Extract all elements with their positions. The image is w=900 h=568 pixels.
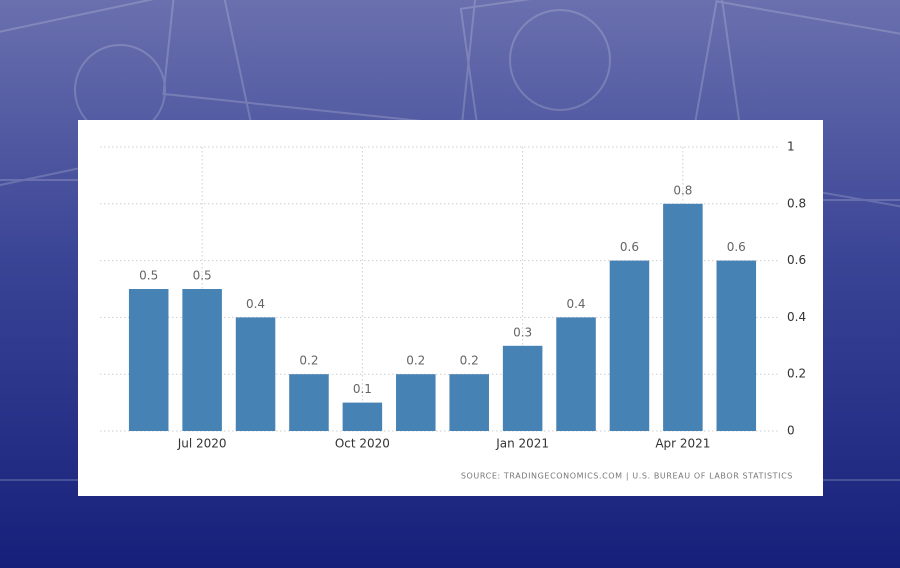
value-label: 0.5 <box>139 269 158 283</box>
value-label: 0.3 <box>513 325 532 339</box>
bar <box>128 289 169 431</box>
value-label: 0.1 <box>353 382 372 396</box>
value-label: 0.8 <box>673 183 692 197</box>
y-tick-label: 0 <box>787 424 795 438</box>
value-label: 0.2 <box>406 354 425 368</box>
y-tick-label: 0.2 <box>787 367 806 381</box>
bar <box>716 260 757 431</box>
x-tick-label: Oct 2020 <box>335 437 390 451</box>
bar <box>342 402 383 431</box>
bar <box>449 374 489 431</box>
x-tick-label: Jul 2020 <box>177 437 227 451</box>
bar <box>289 374 329 431</box>
y-tick-label: 0.8 <box>787 196 806 210</box>
bar <box>609 260 650 431</box>
x-tick-label: Jan 2021 <box>495 437 549 451</box>
value-label: 0.4 <box>566 297 585 311</box>
value-label: 0.5 <box>193 269 212 283</box>
value-label: 0.6 <box>727 240 746 254</box>
value-label: 0.6 <box>620 240 639 254</box>
value-label: 0.2 <box>460 354 479 368</box>
y-tick-label: 1 <box>787 140 795 154</box>
bar <box>235 317 276 431</box>
y-tick-label: 0.6 <box>787 253 806 267</box>
y-tick-label: 0.4 <box>787 310 806 324</box>
bar <box>182 289 222 431</box>
bar <box>663 203 703 431</box>
x-tick-label: Apr 2021 <box>655 437 710 451</box>
bar <box>502 345 543 431</box>
value-label: 0.2 <box>299 354 318 368</box>
bar <box>396 374 436 431</box>
source-note: SOURCE: TRADINGECONOMICS.COM | U.S. BURE… <box>461 472 793 481</box>
value-label: 0.4 <box>246 297 265 311</box>
bar <box>556 317 596 431</box>
